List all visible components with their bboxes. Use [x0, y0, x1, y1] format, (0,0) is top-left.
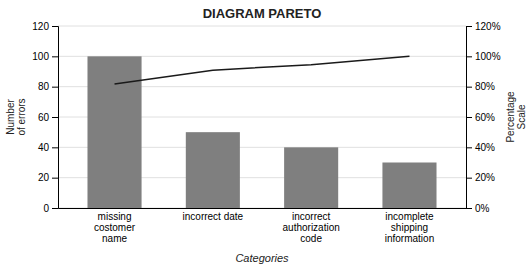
y2-tick: 60%: [466, 112, 495, 123]
y2-tick: 80%: [466, 81, 495, 92]
marks: [87, 56, 436, 208]
y2-axis-title: PercentageScale: [505, 91, 527, 143]
chart-title: DIAGRAM PARETO: [203, 6, 322, 21]
tick-mark: [466, 117, 472, 118]
tick-label: 80: [38, 81, 50, 92]
tick-mark: [466, 56, 472, 57]
x-axis-title: Categories: [235, 252, 289, 264]
x-axis: missingcostomername incorrect date incorre…: [59, 209, 467, 245]
y-tick: 100: [32, 51, 58, 62]
tick-mark: [52, 56, 58, 57]
bar: [382, 163, 436, 209]
y-tick: 20: [38, 172, 58, 183]
tick-label: missingcostomername: [94, 211, 136, 244]
x-tick: missingcostomername: [94, 211, 136, 244]
axis-domain: [59, 208, 467, 209]
tick-label: 0: [43, 203, 49, 214]
tick-label: 20: [38, 172, 50, 183]
x-tick: incorrectauthorizationcode: [283, 211, 340, 244]
tick-mark: [52, 178, 58, 179]
tick-label: 40: [38, 142, 50, 153]
plot-area: 0 20 40 60 80 100 120 0% 20% 40% 60% 80% 100% 120% mis…: [5, 21, 527, 264]
tick-label: 100: [32, 51, 49, 62]
y-tick: 40: [38, 142, 58, 153]
tick-mark: [52, 208, 58, 209]
tick-mark: [466, 26, 472, 27]
y2-tick: 20%: [466, 172, 495, 183]
tick-label: 40%: [475, 142, 495, 153]
tick-label: 120: [32, 21, 49, 32]
y-axis: 0 20 40 60 80 100 120: [32, 21, 58, 214]
y2-tick: 40%: [466, 142, 495, 153]
bar: [284, 147, 338, 208]
tick-label: incompleteshippinginformation: [385, 211, 434, 244]
bar: [87, 56, 141, 208]
tick-label: 60: [38, 112, 50, 123]
tick-label: 100%: [475, 51, 501, 62]
tick-mark: [466, 208, 472, 209]
tick-label: 60%: [475, 112, 495, 123]
grid: [58, 26, 466, 208]
y2-tick: 120%: [466, 21, 501, 32]
tick-label: incorrect date: [183, 211, 244, 222]
y2-tick: 0%: [466, 203, 490, 214]
tick-mark: [466, 147, 472, 148]
y2-tick: 100%: [466, 51, 501, 62]
y-tick: 80: [38, 81, 58, 92]
axis-domain: [467, 27, 473, 209]
tick-mark: [52, 87, 58, 88]
cumulative-line: [115, 56, 410, 84]
tick-mark: [52, 26, 58, 27]
grid-line: [58, 26, 466, 27]
y2-axis: 0% 20% 40% 60% 80% 100% 120%: [466, 21, 501, 214]
x-tick: incompleteshippinginformation: [385, 211, 434, 244]
x-tick: incorrect date: [183, 211, 244, 222]
tick-label: 80%: [475, 81, 495, 92]
bars: [87, 56, 436, 208]
tick-label: 0%: [475, 203, 490, 214]
axis-domain: [52, 27, 59, 209]
tick-label: 120%: [475, 21, 501, 32]
chart: 0 20 40 60 80 100 120 0% 20% 40% 60% 80% 100% 120% mis…: [0, 0, 530, 268]
tick-mark: [52, 117, 58, 118]
tick-label: incorrectauthorizationcode: [283, 211, 340, 244]
bar: [186, 132, 240, 208]
tick-mark: [52, 147, 58, 148]
tick-mark: [466, 87, 472, 88]
y-tick: 0: [43, 203, 58, 214]
y-tick: 60: [38, 112, 58, 123]
tick-label: 20%: [475, 172, 495, 183]
y-tick: 120: [32, 21, 58, 32]
y-axis-title: Numberof errors: [5, 98, 27, 135]
tick-mark: [466, 178, 472, 179]
